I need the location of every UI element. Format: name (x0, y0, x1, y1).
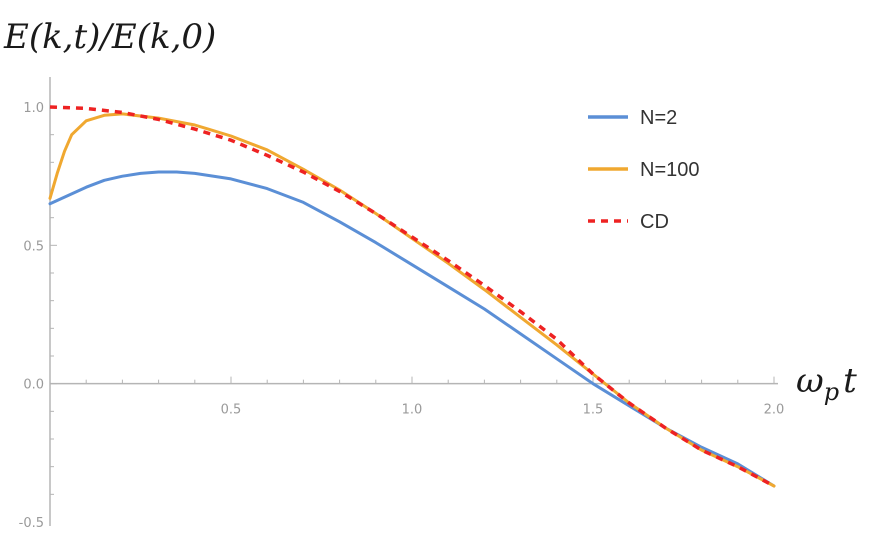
y-tick-label: -0.5 (19, 516, 44, 531)
x-axis-title-subscript: p (824, 378, 839, 406)
x-axis-title-omega: ω (796, 361, 824, 401)
y-tick-label: 0.5 (23, 239, 44, 254)
x-axis-title-t: t (843, 361, 857, 401)
ticks: 0.5 1.0 1.5 2.0 1.0 0.5 0.0 -0.5 (19, 101, 785, 531)
y-tick-label: 0.0 (23, 378, 44, 393)
x-tick-label: 2.0 (764, 403, 785, 418)
y-tick-label: 1.0 (23, 101, 44, 116)
x-axis-title: ωp t (796, 361, 857, 406)
legend-label: N=100 (640, 159, 700, 181)
series-line-cd (49, 105, 775, 488)
x-tick-label: 1.0 (402, 403, 423, 418)
x-tick-label: 1.5 (583, 403, 604, 418)
legend: N=2 N=100 CD (588, 107, 700, 233)
series-layer (48, 105, 776, 488)
axes (49, 77, 778, 526)
x-tick-label: 0.5 (221, 403, 242, 418)
legend-label: CD (640, 211, 669, 233)
y-axis-title: E(k,t)/E(k,0) (3, 17, 216, 57)
legend-label: N=2 (640, 107, 677, 129)
series-line-n-2 (48, 170, 776, 488)
